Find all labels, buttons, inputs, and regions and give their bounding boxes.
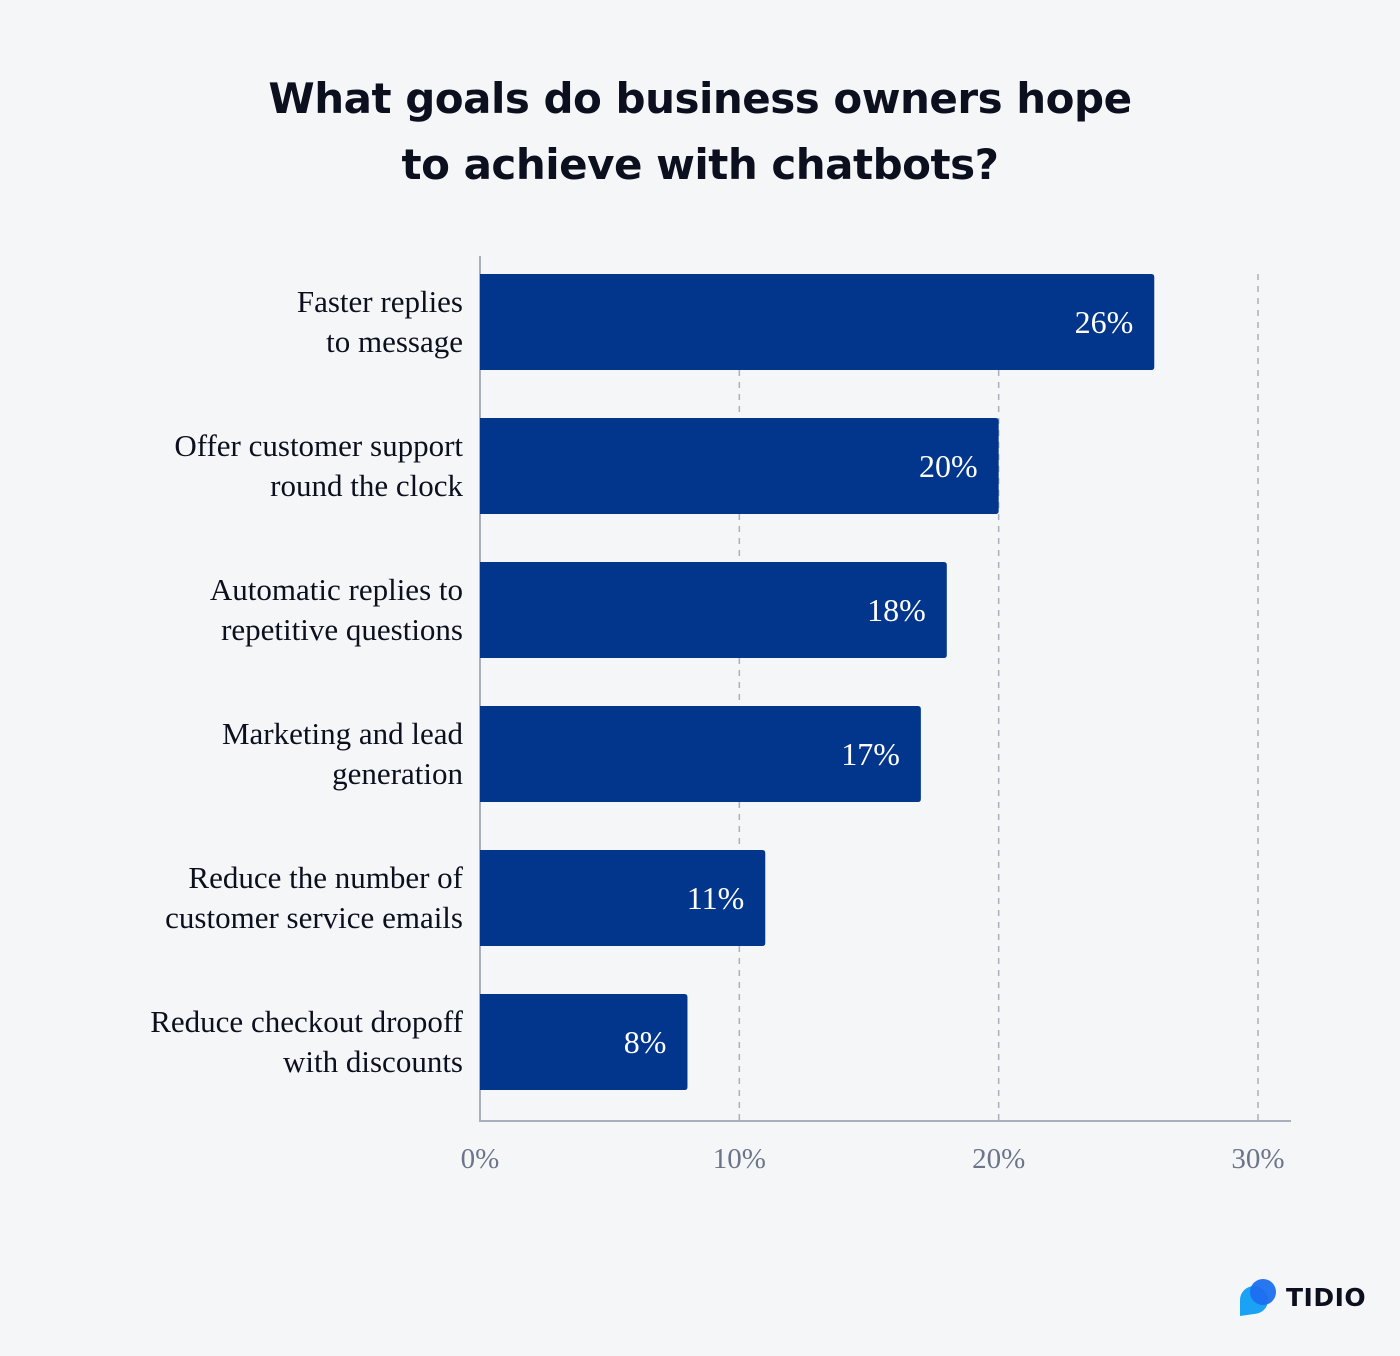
x-tick-label: 10% xyxy=(713,1143,766,1175)
bar xyxy=(480,274,1155,370)
category-label: Reduce the number of customer service ema… xyxy=(43,858,463,938)
data-label: 26% xyxy=(1075,304,1134,340)
category-label-line: customer service emails xyxy=(165,900,463,935)
data-label: 18% xyxy=(867,592,926,628)
category-label: Marketing and lead generation xyxy=(43,714,463,794)
bar xyxy=(480,418,999,514)
category-label-line: Reduce the number of xyxy=(188,860,463,895)
category-label: Automatic replies to repetitive questions xyxy=(43,570,463,650)
tidio-logo-text: TIDIO xyxy=(1286,1282,1367,1312)
x-tick-label: 30% xyxy=(1231,1143,1284,1175)
data-label: 20% xyxy=(919,448,978,484)
category-label: Faster replies to message xyxy=(43,282,463,362)
tidio-logo: TIDIO xyxy=(1238,1278,1366,1316)
category-label-line: generation xyxy=(332,756,463,791)
data-label: 11% xyxy=(687,880,744,916)
category-label: Reduce checkout dropoff with discounts xyxy=(43,1002,463,1082)
tidio-logo-icon xyxy=(1240,1279,1276,1316)
x-tick-label: 20% xyxy=(972,1143,1025,1175)
category-label-line: Marketing and lead xyxy=(221,716,463,751)
chart-title: What goals do business owners hope to ac… xyxy=(0,66,1400,198)
data-label: 17% xyxy=(841,736,900,772)
bar xyxy=(480,994,688,1090)
category-label-line: repetitive questions xyxy=(221,612,463,647)
data-label: 8% xyxy=(624,1024,667,1060)
category-label-line: with discounts xyxy=(283,1044,463,1079)
category-label-line: Reduce checkout dropoff xyxy=(150,1004,463,1039)
chart-title-line-1: What goals do business owners hope xyxy=(268,74,1132,123)
bar xyxy=(480,706,921,802)
category-label-line: Automatic replies to xyxy=(209,572,463,607)
bar xyxy=(480,562,947,658)
category-label: Offer customer support round the clock xyxy=(43,426,463,506)
category-label-line: round the clock xyxy=(270,468,463,503)
x-tick-label: 0% xyxy=(461,1143,500,1175)
category-label-line: to message xyxy=(326,324,463,359)
category-label-line: Offer customer support xyxy=(174,428,463,463)
category-label-line: Faster replies xyxy=(296,284,463,319)
chart-title-line-2: to achieve with chatbots? xyxy=(401,140,999,189)
bar xyxy=(480,850,766,946)
